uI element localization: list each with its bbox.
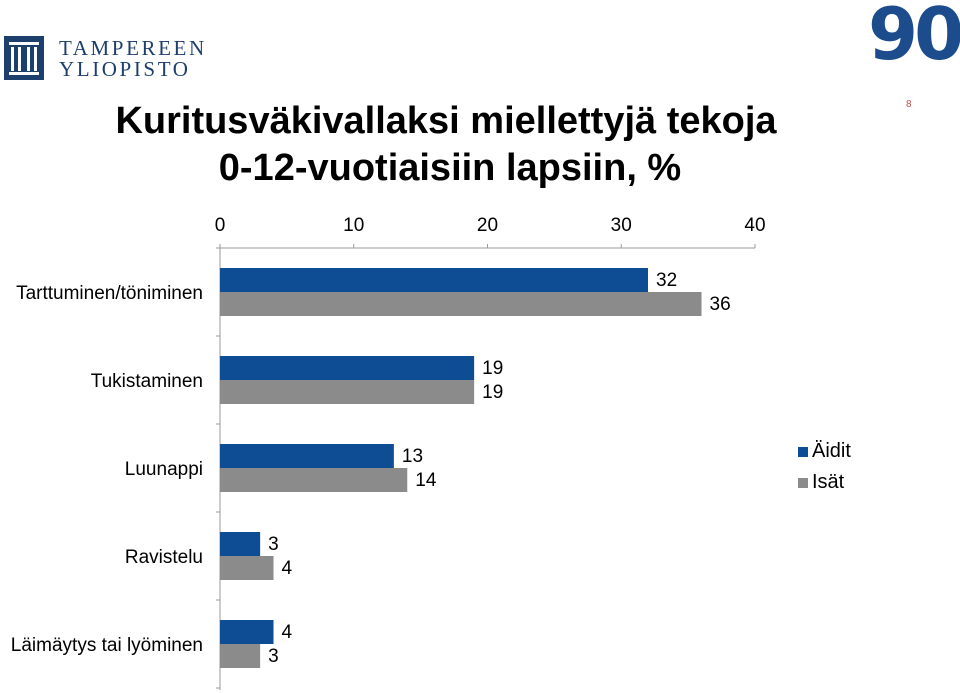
data-label: 19 xyxy=(482,358,503,379)
data-label: 13 xyxy=(402,446,423,467)
bar xyxy=(220,444,394,468)
x-tick-label: 40 xyxy=(744,215,765,236)
bar xyxy=(220,532,261,556)
data-label: 14 xyxy=(415,470,437,491)
data-label: 4 xyxy=(282,622,293,643)
logo-text-line1: TAMPEREEN xyxy=(59,36,207,60)
category-label: Luunappi xyxy=(125,459,203,480)
category-label: Läimäytys tai lyöminen xyxy=(11,635,203,656)
bar xyxy=(220,292,702,316)
x-tick-label: 20 xyxy=(477,215,498,236)
bar xyxy=(220,620,274,644)
slide-number: 8 xyxy=(906,99,912,110)
x-tick-label: 10 xyxy=(343,215,364,236)
legend-item-isat: Isät xyxy=(798,467,851,498)
category-label: Ravistelu xyxy=(125,547,203,568)
bar xyxy=(220,356,475,380)
bar-chart: 0 10 20 30 40 Tarttuminen/töniminen 32 36 Tukist… xyxy=(11,215,766,690)
data-label: 4 xyxy=(282,558,293,579)
bar xyxy=(220,468,408,492)
data-label: 3 xyxy=(268,646,279,667)
bar xyxy=(220,644,261,668)
data-label: 19 xyxy=(482,382,503,403)
data-label: 3 xyxy=(268,534,279,555)
legend-label-isat: Isät xyxy=(812,471,845,493)
data-label: 32 xyxy=(656,270,677,291)
legend-swatch-aidit xyxy=(798,446,808,457)
category-label: Tukistaminen xyxy=(91,371,203,392)
legend-label-aidit: Äidit xyxy=(812,440,851,462)
chart-legend: Äidit Isät xyxy=(798,436,851,498)
legend-item-aidit: Äidit xyxy=(798,436,851,467)
x-tick-label: 0 xyxy=(215,215,226,236)
bar xyxy=(220,556,274,580)
university-logo: TAMPEREEN YLIOPISTO xyxy=(4,36,234,82)
page-title-line2: 0-12-vuotiaisiin lapsiin, % xyxy=(218,147,682,189)
page-title-line1: Kuritusväkivallaksi miellettyjä tekoja xyxy=(115,100,777,142)
bar xyxy=(220,268,648,292)
x-tick-label: 30 xyxy=(611,215,632,236)
category-label: Tarttuminen/töniminen xyxy=(16,283,203,304)
anniversary-badge: 90 xyxy=(868,0,960,76)
data-label: 36 xyxy=(710,294,731,315)
legend-swatch-isat xyxy=(798,477,808,488)
bar xyxy=(220,380,475,404)
logo-text-line2: YLIOPISTO xyxy=(59,57,191,81)
university-emblem-icon xyxy=(4,36,44,80)
